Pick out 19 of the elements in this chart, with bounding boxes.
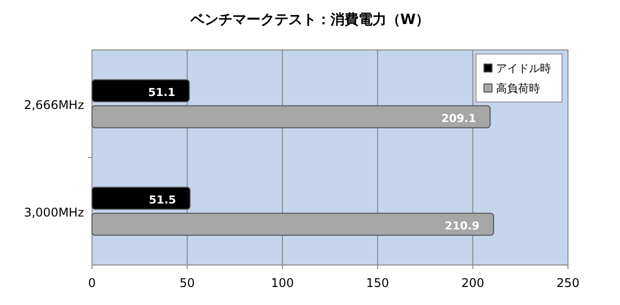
legend-label: アイドル時 xyxy=(496,62,551,75)
x-tick-label: 250 xyxy=(556,276,580,290)
data-label: 209.1 xyxy=(441,112,476,125)
x-tick-label: 50 xyxy=(180,276,195,290)
data-label: 51.1 xyxy=(148,86,176,99)
data-label: 51.5 xyxy=(148,193,176,206)
bar xyxy=(92,79,190,102)
x-tick-label: 150 xyxy=(366,276,390,290)
x-tick-label: 0 xyxy=(88,276,96,290)
y-tick-label: 3,000MHz xyxy=(24,205,84,220)
chart-title: ベンチマークテスト：消費電力（W） xyxy=(189,12,430,28)
bar xyxy=(92,105,491,128)
x-tick-label: 200 xyxy=(461,276,484,290)
y-tick-label: 2,666MHz xyxy=(24,98,84,112)
bar xyxy=(92,212,494,236)
x-tick-label: 100 xyxy=(270,276,294,290)
bar xyxy=(92,186,191,210)
data-label: 210.9 xyxy=(444,219,480,232)
legend-label: 高負荷時 xyxy=(496,82,540,95)
